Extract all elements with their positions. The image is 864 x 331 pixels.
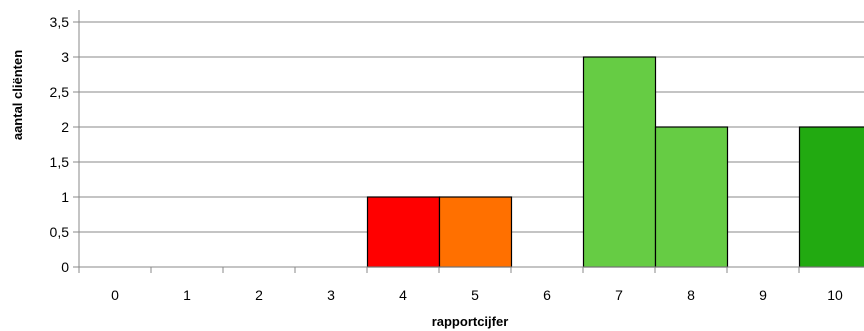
y-tick-label: 0: [61, 259, 69, 275]
x-tick-label: 9: [759, 287, 767, 303]
bar-5: [440, 197, 512, 267]
y-tick-label: 1,5: [50, 154, 70, 170]
y-tick-label: 0,5: [50, 224, 70, 240]
y-tick-label: 3: [61, 49, 69, 65]
x-tick-label: 3: [327, 287, 335, 303]
y-tick-label: 1: [61, 189, 69, 205]
y-tick-label: 3,5: [50, 14, 70, 30]
x-tick-label: 1: [183, 287, 191, 303]
y-tick-label: 2,5: [50, 84, 70, 100]
x-tick-label: 2: [255, 287, 263, 303]
bar-4: [368, 197, 440, 267]
x-tick-label: 5: [471, 287, 479, 303]
bar-10: [800, 127, 864, 267]
bar-7: [584, 57, 656, 267]
y-tick-labels: 0 0,5 1 1,5 2 2,5 3 3,5: [50, 14, 70, 275]
y-axis-title: aantal cliënten: [10, 50, 25, 140]
x-axis-title: rapportcijfer: [432, 314, 509, 329]
x-tick-labels: 0 1 2 3 4 5 6 7 8 9 10: [111, 287, 843, 303]
x-tick-label: 8: [687, 287, 695, 303]
x-tick-label: 7: [615, 287, 623, 303]
y-tick-label: 2: [61, 119, 69, 135]
x-tick-label: 10: [827, 287, 843, 303]
x-tick-label: 0: [111, 287, 119, 303]
x-tick-label: 4: [399, 287, 407, 303]
x-tick-label: 6: [543, 287, 551, 303]
bar-8: [656, 127, 728, 267]
